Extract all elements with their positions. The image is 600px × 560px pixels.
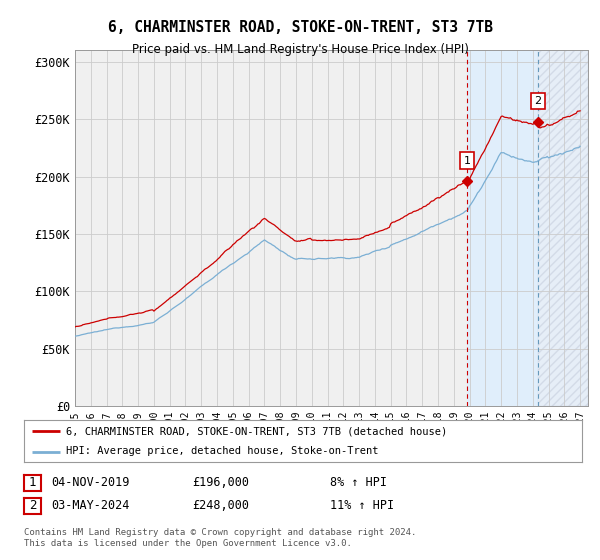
Text: 03-MAY-2024: 03-MAY-2024: [51, 499, 130, 512]
Text: 2: 2: [535, 96, 542, 106]
Text: Price paid vs. HM Land Registry's House Price Index (HPI): Price paid vs. HM Land Registry's House …: [131, 43, 469, 56]
Bar: [538, 50, 588, 406]
Text: 1: 1: [29, 476, 36, 489]
Text: 6, CHARMINSTER ROAD, STOKE-ON-TRENT, ST3 7TB: 6, CHARMINSTER ROAD, STOKE-ON-TRENT, ST3…: [107, 20, 493, 35]
Text: Contains HM Land Registry data © Crown copyright and database right 2024.
This d: Contains HM Land Registry data © Crown c…: [24, 528, 416, 548]
Text: £196,000: £196,000: [192, 476, 249, 489]
Text: 8% ↑ HPI: 8% ↑ HPI: [330, 476, 387, 489]
Text: 11% ↑ HPI: 11% ↑ HPI: [330, 499, 394, 512]
Text: £248,000: £248,000: [192, 499, 249, 512]
Text: HPI: Average price, detached house, Stoke-on-Trent: HPI: Average price, detached house, Stok…: [66, 446, 379, 456]
Text: 2: 2: [29, 499, 36, 512]
Bar: [467, 50, 538, 406]
Text: 04-NOV-2019: 04-NOV-2019: [51, 476, 130, 489]
Text: 1: 1: [464, 156, 470, 166]
Text: 6, CHARMINSTER ROAD, STOKE-ON-TRENT, ST3 7TB (detached house): 6, CHARMINSTER ROAD, STOKE-ON-TRENT, ST3…: [66, 426, 447, 436]
